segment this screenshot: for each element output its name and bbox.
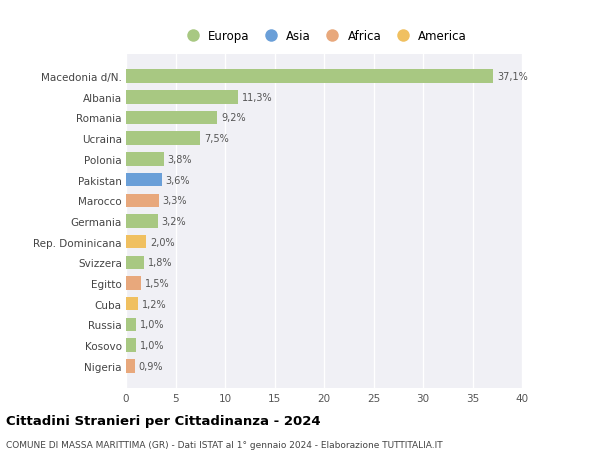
Bar: [126, 339, 136, 352]
Bar: [126, 318, 136, 331]
Text: 1,5%: 1,5%: [145, 279, 169, 288]
Text: 37,1%: 37,1%: [497, 72, 528, 82]
Text: 1,0%: 1,0%: [140, 320, 164, 330]
Bar: [126, 256, 144, 269]
Bar: [126, 277, 141, 290]
Text: 1,0%: 1,0%: [140, 341, 164, 350]
Bar: [126, 359, 135, 373]
Text: 3,8%: 3,8%: [167, 155, 192, 164]
Bar: [126, 174, 161, 187]
Text: 1,2%: 1,2%: [142, 299, 166, 309]
Bar: [126, 70, 493, 84]
Text: 9,2%: 9,2%: [221, 113, 245, 123]
Text: Cittadini Stranieri per Cittadinanza - 2024: Cittadini Stranieri per Cittadinanza - 2…: [6, 414, 320, 428]
Text: 1,8%: 1,8%: [148, 258, 172, 268]
Bar: [126, 235, 146, 249]
Bar: [126, 194, 158, 207]
Bar: [126, 132, 200, 146]
Text: 3,6%: 3,6%: [166, 175, 190, 185]
Bar: [126, 112, 217, 125]
Text: 3,2%: 3,2%: [161, 217, 186, 226]
Bar: [126, 153, 164, 166]
Bar: [126, 215, 158, 228]
Bar: [126, 91, 238, 104]
Text: 11,3%: 11,3%: [242, 93, 272, 102]
Text: COMUNE DI MASSA MARITTIMA (GR) - Dati ISTAT al 1° gennaio 2024 - Elaborazione TU: COMUNE DI MASSA MARITTIMA (GR) - Dati IS…: [6, 441, 443, 449]
Bar: [126, 297, 138, 311]
Legend: Europa, Asia, Africa, America: Europa, Asia, Africa, America: [179, 28, 469, 45]
Text: 0,9%: 0,9%: [139, 361, 163, 371]
Text: 2,0%: 2,0%: [150, 237, 175, 247]
Text: 7,5%: 7,5%: [204, 134, 229, 144]
Text: 3,3%: 3,3%: [163, 196, 187, 206]
